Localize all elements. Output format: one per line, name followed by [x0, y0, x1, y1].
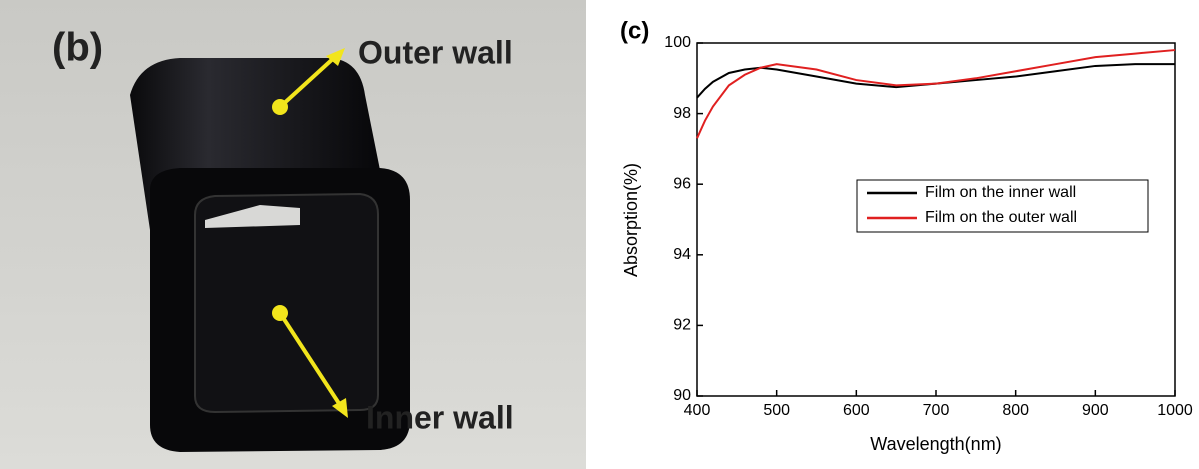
panel-label: (c) — [620, 17, 649, 44]
x-axis-label: Wavelength(nm) — [870, 434, 1001, 454]
photo: (b) Outer wall Inner wall — [0, 0, 586, 469]
tube-hole — [205, 205, 300, 228]
arrow — [278, 311, 342, 407]
annotation: Outer wall — [358, 34, 513, 70]
x-tick-label: 800 — [1002, 402, 1029, 419]
tube-inner — [194, 192, 379, 414]
y-axis-label: Absorption(%) — [621, 163, 641, 277]
legend-label: Film on the outer wall — [925, 209, 1077, 226]
y-tick-label: 98 — [673, 105, 691, 122]
arrow-head — [332, 398, 348, 418]
chart: (c) Wavelength(nm) Absorption(%) 400 500 6… — [620, 17, 1193, 453]
legend-box — [856, 179, 1149, 233]
x-tick-label: 1000 — [1157, 402, 1193, 419]
dot — [272, 99, 288, 115]
dot — [272, 305, 288, 321]
annotation: Inner wall — [366, 399, 514, 435]
x-tick-label: 900 — [1082, 402, 1109, 419]
series-line — [696, 63, 1175, 99]
arrow — [278, 54, 338, 109]
y-tick-label: 100 — [664, 34, 691, 51]
y-tick-label: 96 — [673, 175, 691, 192]
arrow-head — [326, 48, 345, 66]
y-tick-label: 94 — [673, 246, 691, 263]
y-tick-label: 92 — [673, 317, 691, 334]
y-tick-label: 90 — [673, 387, 691, 404]
series-line — [696, 49, 1176, 139]
legend-label: Film on the inner wall — [925, 184, 1076, 201]
x-tick-label: 700 — [923, 402, 950, 419]
x-tick-label: 600 — [843, 402, 870, 419]
panel-label: (b) — [52, 26, 103, 70]
x-tick-label: 400 — [684, 402, 711, 419]
x-tick-label: 500 — [763, 402, 790, 419]
